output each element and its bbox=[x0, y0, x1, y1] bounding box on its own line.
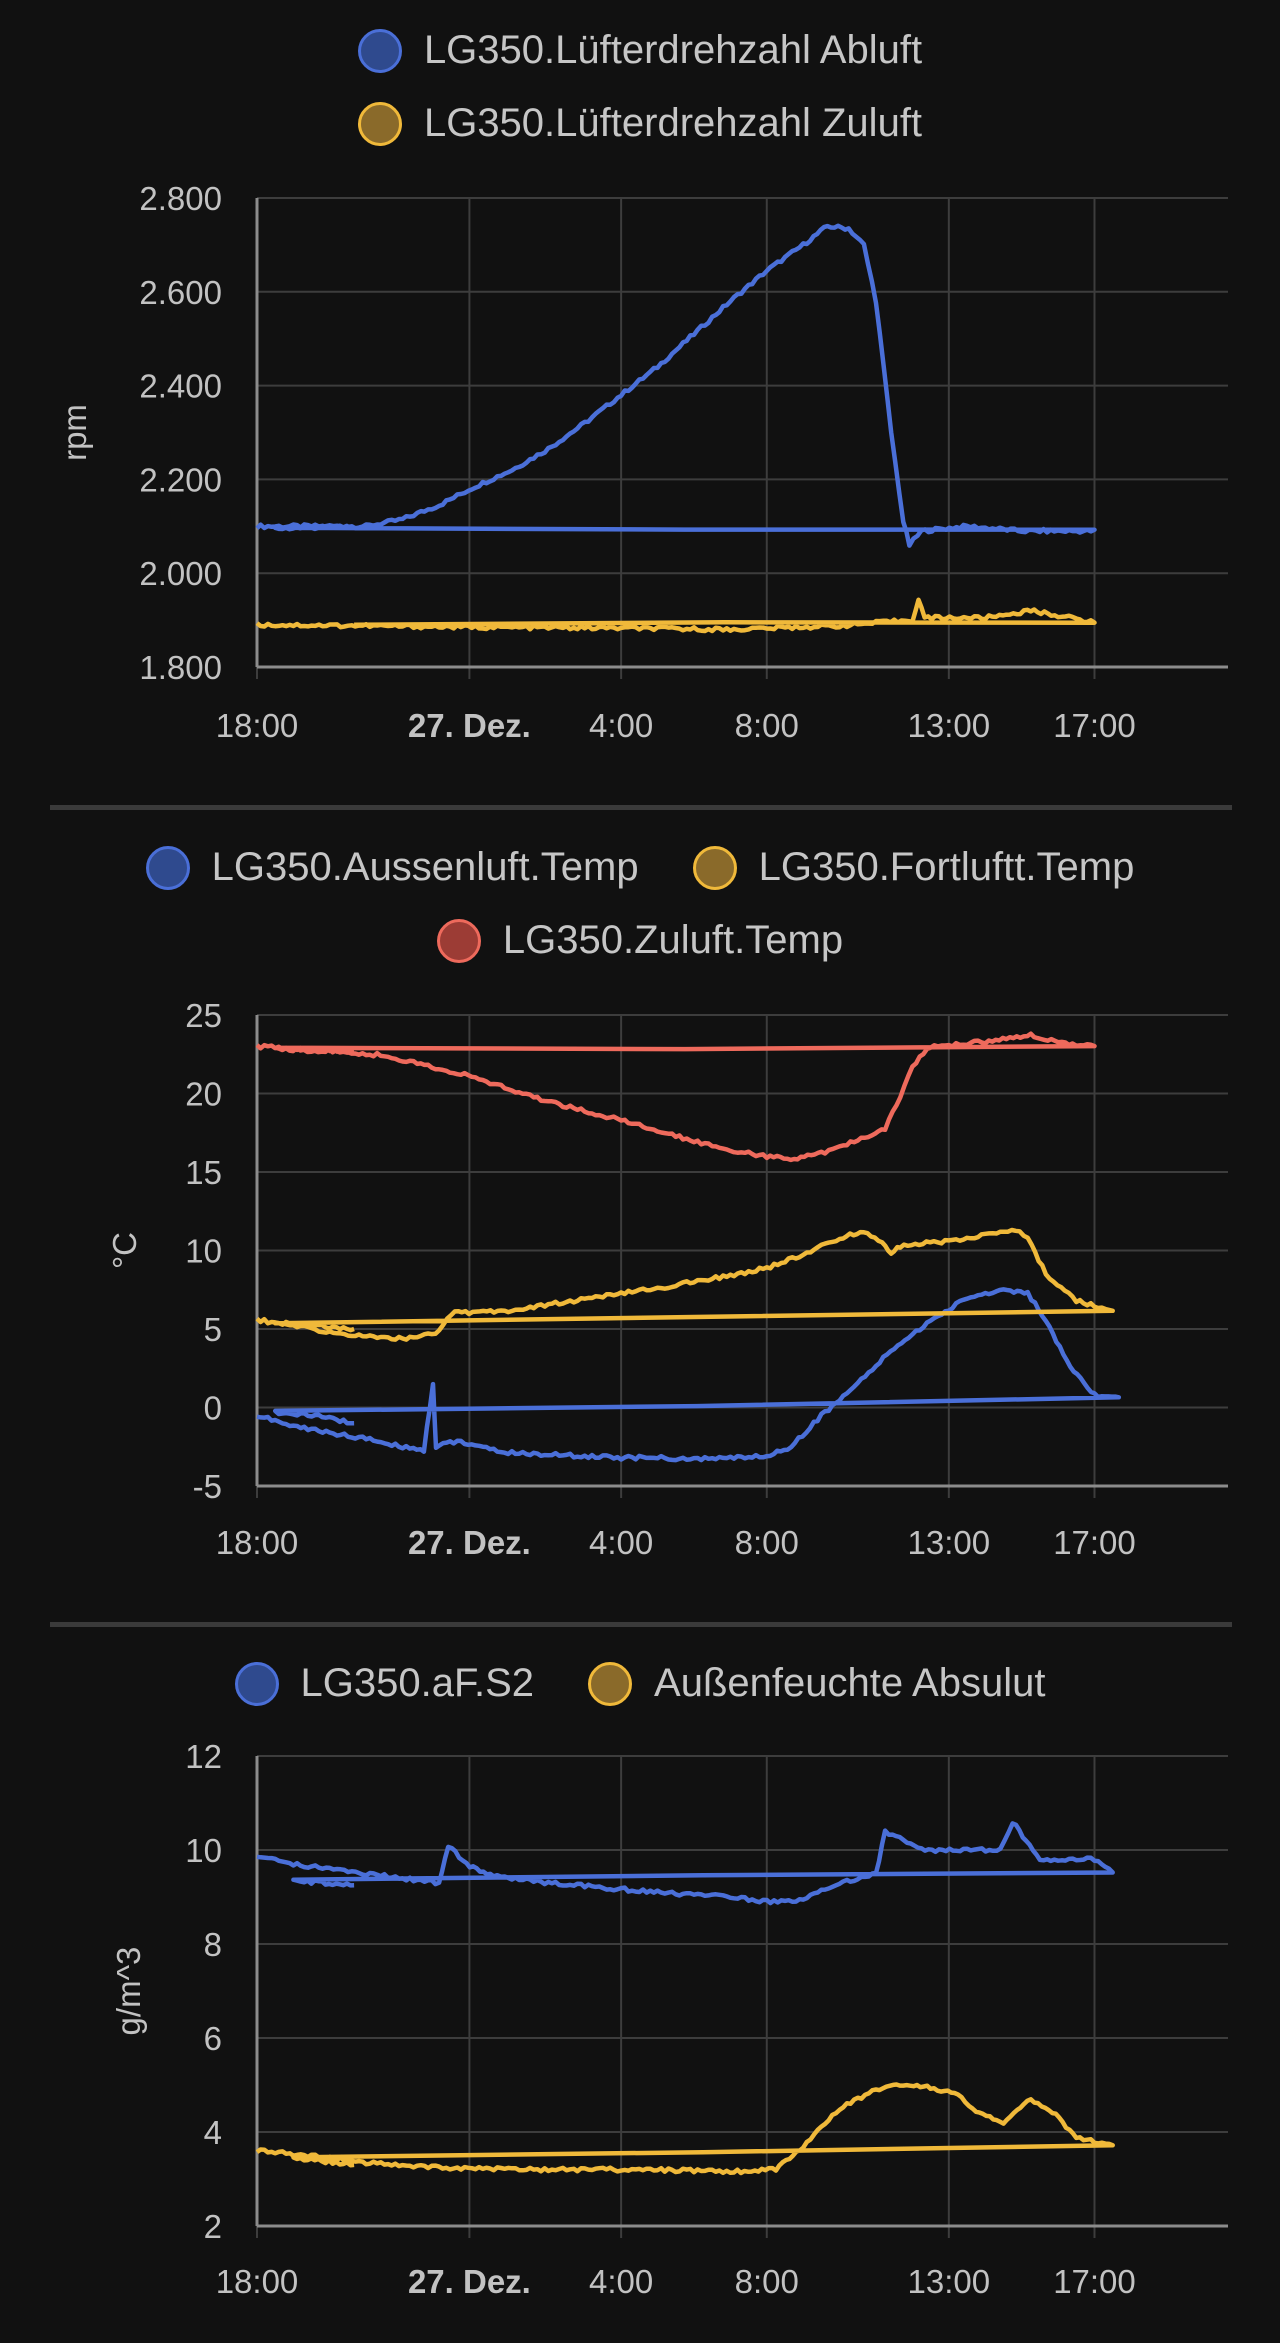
x-tick-label: 4:00 bbox=[589, 2263, 653, 2300]
x-tick-label: 4:00 bbox=[589, 1524, 653, 1561]
x-tick-label: 18:00 bbox=[216, 2263, 299, 2300]
legend-label: LG350.Lüfterdrehzahl Abluft bbox=[423, 28, 923, 72]
y-tick-label: 2.800 bbox=[139, 180, 222, 217]
x-tick-label: 17:00 bbox=[1053, 1524, 1136, 1561]
temperature-chart: -5 0 5 10 15 20 25 18:00 27. Dez. 4:00 8:00 13:00 17… bbox=[106, 997, 1228, 1561]
y-tick-label: 10 bbox=[185, 1233, 222, 1270]
series-line[interactable] bbox=[255, 223, 1097, 548]
x-tick-label: 17:00 bbox=[1053, 2263, 1136, 2300]
legend-swatch-blue bbox=[357, 28, 402, 73]
legend-temperature: LG350.Aussenluft.Temp LG350.Fortluftt.Te… bbox=[0, 831, 1280, 977]
y-tick-label: 20 bbox=[185, 1076, 222, 1113]
legend-swatch-blue bbox=[234, 1661, 279, 1706]
x-tick-label: 27. Dez. bbox=[408, 707, 531, 744]
series-line[interactable] bbox=[256, 1821, 1115, 1906]
legend-item-aussenluft[interactable]: LG350.Aussenluft.Temp bbox=[145, 845, 639, 890]
legend-item-aussenfeuchte[interactable]: Außenfeuchte Absulut bbox=[588, 1661, 1045, 1706]
legend-item-af-s2[interactable]: LG350.aF.S2 bbox=[234, 1661, 535, 1706]
x-tick-label: 8:00 bbox=[735, 1524, 799, 1561]
legend-item-fortluft[interactable]: LG350.Fortluftt.Temp bbox=[692, 845, 1135, 890]
legend-label: LG350.Fortluftt.Temp bbox=[758, 845, 1135, 889]
x-tick-label: 17:00 bbox=[1053, 707, 1136, 744]
legend-humidity: LG350.aF.S2 Außenfeuchte Absulut bbox=[0, 1647, 1280, 1720]
series-line[interactable] bbox=[255, 1227, 1115, 1342]
x-tick-label: 18:00 bbox=[216, 1524, 299, 1561]
x-tick-label: 27. Dez. bbox=[408, 1524, 531, 1561]
y-axis-label: °C bbox=[106, 1232, 143, 1269]
y-tick-label: 2.600 bbox=[139, 274, 222, 311]
divider bbox=[50, 805, 1232, 810]
legend-swatch-yellow bbox=[588, 1661, 633, 1706]
x-tick-label: 8:00 bbox=[735, 2263, 799, 2300]
x-tick-label: 13:00 bbox=[908, 707, 991, 744]
legend-label: LG350.Lüfterdrehzahl Zuluft bbox=[423, 101, 923, 145]
series-line[interactable] bbox=[255, 597, 1097, 634]
y-tick-label: 25 bbox=[185, 997, 222, 1034]
x-tick-label: 18:00 bbox=[216, 707, 299, 744]
legend-swatch-yellow bbox=[692, 845, 737, 890]
legend-item-abluft[interactable]: LG350.Lüfterdrehzahl Abluft bbox=[357, 28, 923, 73]
legend-fan-speed: LG350.Lüfterdrehzahl Abluft LG350.Lüfter… bbox=[0, 14, 1280, 160]
y-tick-label: 2.400 bbox=[139, 368, 222, 405]
x-tick-label: 13:00 bbox=[908, 1524, 991, 1561]
y-tick-label: 2 bbox=[204, 2208, 222, 2245]
y-axis-label: rpm bbox=[56, 404, 93, 461]
y-tick-label: 0 bbox=[204, 1390, 222, 1427]
series-line[interactable] bbox=[255, 2082, 1115, 2176]
y-tick-label: -5 bbox=[193, 1468, 222, 1505]
x-tick-label: 8:00 bbox=[735, 707, 799, 744]
legend-item-zuluft[interactable]: LG350.Lüfterdrehzahl Zuluft bbox=[357, 101, 923, 146]
y-tick-label: 15 bbox=[185, 1154, 222, 1191]
x-tick-label: 13:00 bbox=[908, 2263, 991, 2300]
divider bbox=[50, 1622, 1232, 1627]
y-tick-label: 1.800 bbox=[139, 649, 222, 686]
legend-label: LG350.Aussenluft.Temp bbox=[211, 845, 639, 889]
legend-label: Außenfeuchte Absulut bbox=[654, 1661, 1046, 1705]
y-tick-label: 8 bbox=[204, 1926, 222, 1963]
y-tick-label: 12 bbox=[185, 1738, 222, 1775]
y-tick-label: 2.200 bbox=[139, 461, 222, 498]
y-tick-label: 4 bbox=[204, 2114, 222, 2151]
y-axis-label: g/m^3 bbox=[110, 1947, 147, 2036]
fan-speed-chart: 1.800 2.000 2.200 2.400 2.600 2.800 18:00 27. D… bbox=[56, 180, 1228, 744]
y-tick-label: 2.000 bbox=[139, 555, 222, 592]
series-line[interactable] bbox=[255, 1031, 1097, 1163]
legend-label: LG350.aF.S2 bbox=[300, 1661, 535, 1705]
legend-swatch-blue bbox=[145, 845, 190, 890]
legend-swatch-yellow bbox=[357, 101, 402, 146]
legend-item-zuluft-temp[interactable]: LG350.Zuluft.Temp bbox=[436, 918, 844, 963]
y-tick-label: 5 bbox=[204, 1311, 222, 1348]
legend-swatch-red bbox=[436, 918, 481, 963]
y-tick-label: 10 bbox=[185, 1832, 222, 1869]
x-tick-label: 4:00 bbox=[589, 707, 653, 744]
legend-label: LG350.Zuluft.Temp bbox=[502, 918, 844, 962]
humidity-chart: 2 4 6 8 10 12 18:00 27. Dez. 4:00 8:00 13:00 17:00 g… bbox=[110, 1738, 1228, 2300]
x-tick-label: 27. Dez. bbox=[408, 2263, 531, 2300]
series-line[interactable] bbox=[256, 1287, 1122, 1463]
y-tick-label: 6 bbox=[204, 2020, 222, 2057]
